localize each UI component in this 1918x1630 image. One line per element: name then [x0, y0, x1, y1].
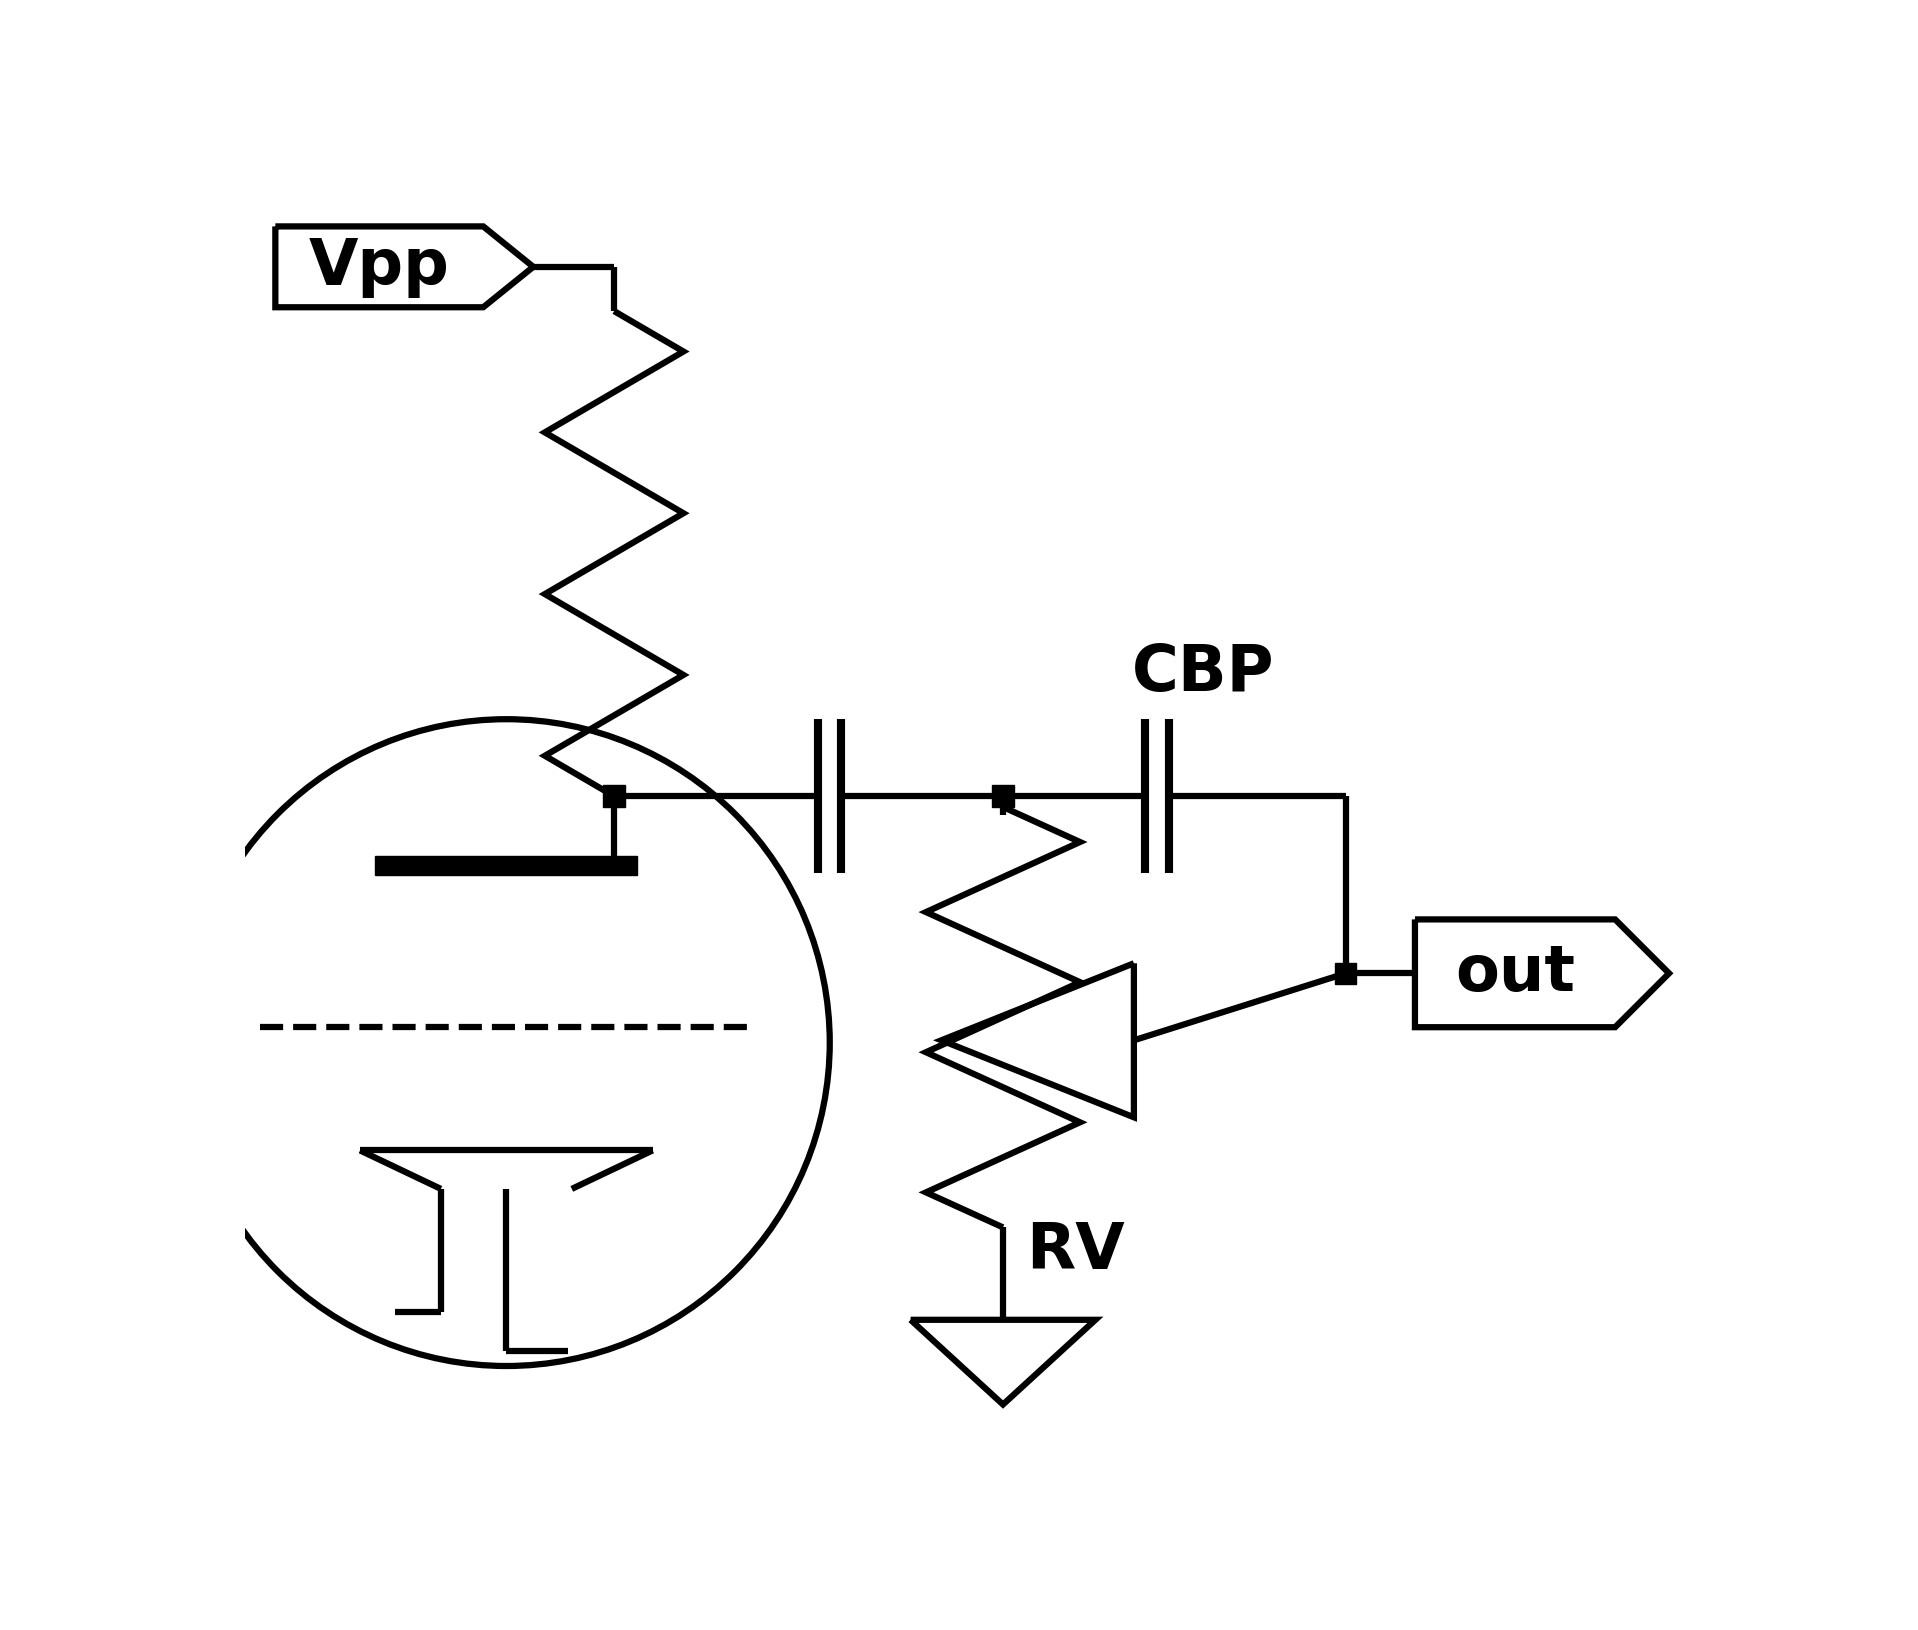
Text: Vpp: Vpp — [309, 236, 449, 298]
Bar — [992, 786, 1015, 807]
Bar — [1335, 963, 1356, 985]
Text: CBP: CBP — [1132, 642, 1274, 704]
Bar — [376, 856, 637, 875]
Bar — [604, 786, 625, 807]
Text: RV: RV — [1026, 1219, 1124, 1281]
Text: out: out — [1456, 942, 1575, 1004]
